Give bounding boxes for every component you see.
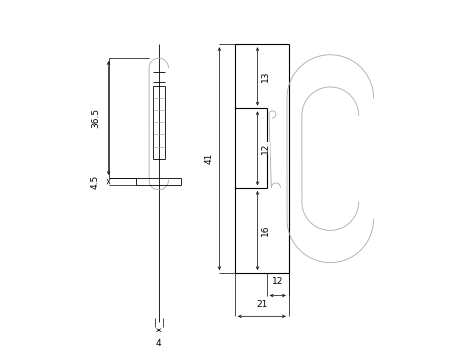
Text: 12: 12 — [261, 143, 270, 154]
Text: 12: 12 — [272, 277, 283, 286]
Text: 16: 16 — [261, 225, 270, 236]
Text: 13: 13 — [261, 71, 270, 82]
Text: 4: 4 — [156, 339, 162, 348]
Text: 4.5: 4.5 — [91, 175, 100, 189]
Text: 41: 41 — [204, 153, 213, 164]
Text: 21: 21 — [256, 300, 267, 309]
Text: 36.5: 36.5 — [91, 108, 100, 128]
